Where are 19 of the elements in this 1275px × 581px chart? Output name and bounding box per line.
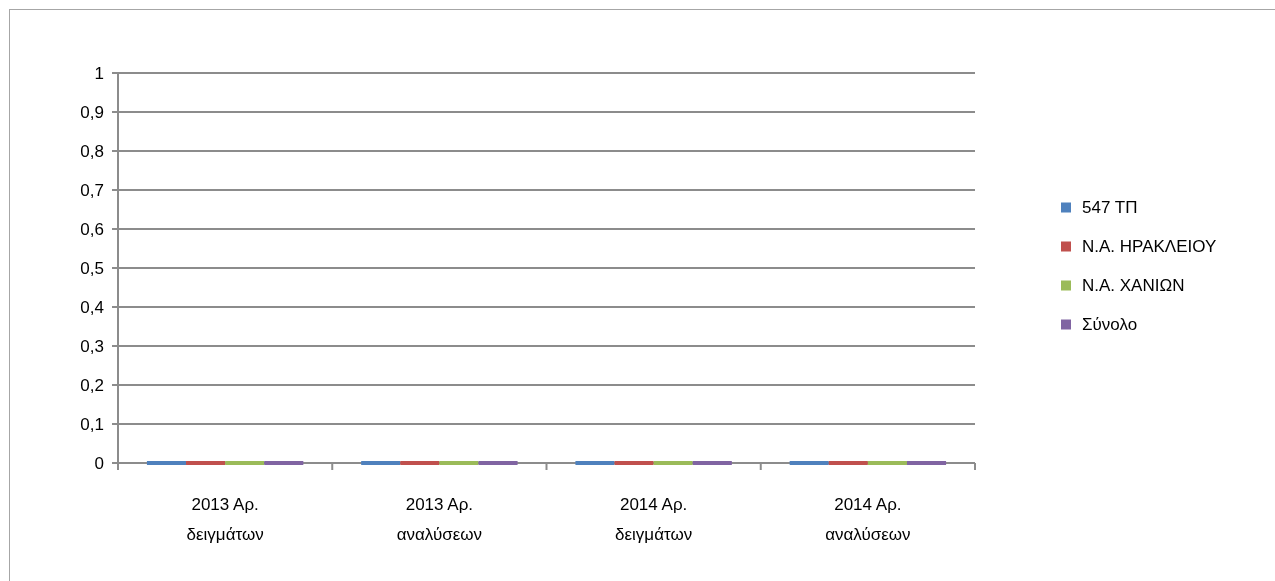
y-tick-label: 1: [94, 63, 104, 83]
y-tick-label: 0,3: [80, 336, 104, 356]
x-tick-label: 2014 Αρ. δειγμάτων: [615, 495, 693, 544]
x-tick-label: 2014 Αρ. αναλύσεων: [825, 495, 911, 544]
y-tick-label: 0,1: [80, 414, 104, 434]
y-tick-label: 0,6: [80, 219, 104, 239]
y-tick-label: 0,9: [80, 102, 104, 122]
x-tick-label: 2013 Αρ. αναλύσεων: [396, 495, 483, 544]
x-tick-label: 2013 Αρ. δειγμάτων: [186, 495, 264, 544]
legend-label: Ν.Α. ΧΑΝΙΩΝ: [1082, 276, 1185, 296]
legend-label: Σύνολο: [1082, 315, 1138, 335]
y-tick-label: 0,2: [80, 375, 104, 395]
y-tick-label: 0,7: [80, 180, 104, 200]
legend-label: Ν.Α. ΗΡΑΚΛΕΙΟΥ: [1082, 237, 1217, 257]
legend-label: 547 ΤΠ: [1082, 198, 1138, 218]
y-tick-label: 0,4: [80, 297, 104, 317]
y-tick-label: 0: [94, 453, 104, 473]
y-tick-label: 0,5: [80, 258, 104, 278]
y-tick-label: 0,8: [80, 141, 104, 161]
